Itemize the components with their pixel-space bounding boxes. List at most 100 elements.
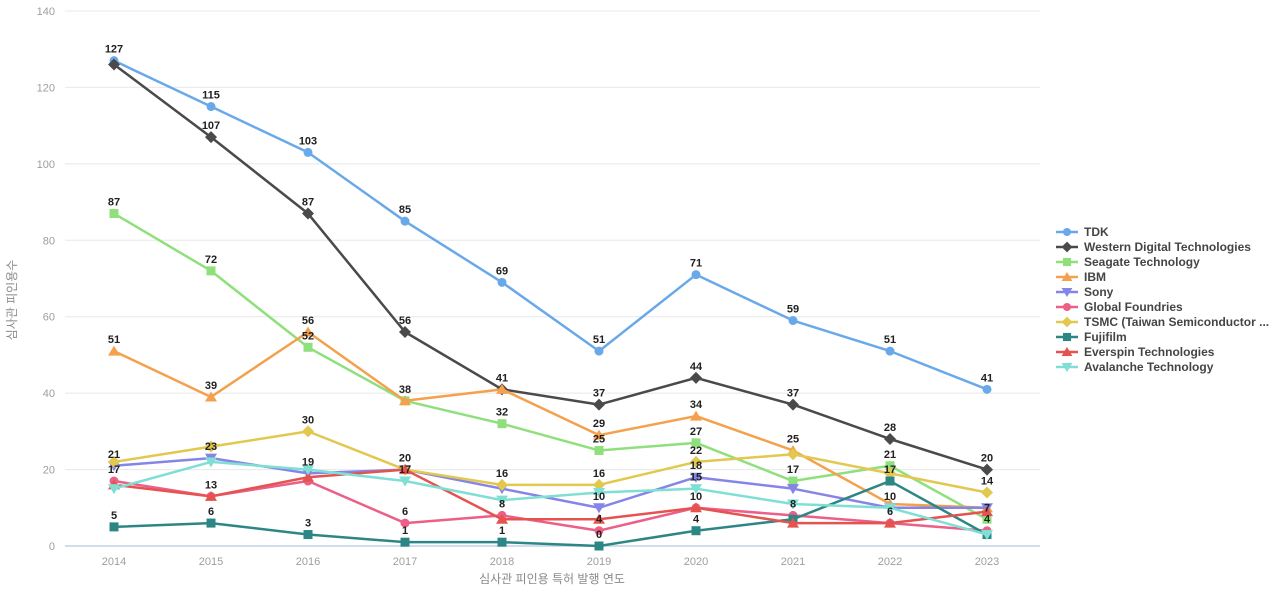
data-point-marker[interactable]: [884, 467, 896, 480]
data-point-marker[interactable]: [593, 398, 605, 411]
data-point-marker[interactable]: [205, 391, 217, 402]
data-point-marker[interactable]: [1062, 332, 1072, 341]
data-point-marker[interactable]: [690, 371, 702, 384]
data-point-marker[interactable]: [206, 266, 216, 276]
data-point-marker[interactable]: [593, 513, 605, 524]
data-point-marker[interactable]: [206, 518, 216, 528]
legend-item-ibm[interactable]: IBM: [1056, 269, 1269, 284]
data-label: 72: [205, 254, 217, 266]
data-point-marker[interactable]: [205, 490, 217, 501]
data-point-marker[interactable]: [788, 316, 798, 326]
data-point-marker[interactable]: [594, 541, 604, 551]
data-point-marker[interactable]: [691, 438, 701, 448]
data-point-marker[interactable]: [302, 207, 314, 220]
data-point-marker[interactable]: [496, 478, 508, 491]
data-point-marker[interactable]: [690, 484, 702, 495]
data-point-marker[interactable]: [884, 517, 896, 528]
data-point-marker[interactable]: [302, 471, 314, 482]
data-point-marker[interactable]: [593, 503, 605, 514]
data-point-marker[interactable]: [303, 342, 313, 352]
data-point-marker[interactable]: [982, 514, 992, 524]
data-point-marker[interactable]: [205, 457, 217, 468]
data-point-marker[interactable]: [302, 425, 314, 438]
data-point-marker[interactable]: [496, 513, 508, 524]
data-point-marker[interactable]: [302, 465, 314, 476]
data-point-marker[interactable]: [303, 530, 313, 540]
data-point-marker[interactable]: [400, 216, 410, 226]
x-tick-label: 2018: [490, 556, 514, 568]
data-point-marker[interactable]: [981, 506, 993, 517]
data-point-marker[interactable]: [690, 502, 702, 513]
data-point-marker[interactable]: [206, 102, 216, 112]
data-point-marker[interactable]: [496, 495, 508, 506]
data-point-marker[interactable]: [690, 472, 702, 483]
data-point-marker[interactable]: [1061, 362, 1073, 372]
data-point-marker[interactable]: [982, 384, 992, 394]
data-point-marker[interactable]: [400, 518, 410, 528]
data-point-marker[interactable]: [690, 455, 702, 468]
legend-item-global-foundries[interactable]: Global Foundries: [1056, 299, 1269, 314]
data-point-marker[interactable]: [691, 270, 701, 280]
data-point-marker[interactable]: [496, 383, 508, 394]
data-label: 4: [596, 514, 603, 526]
data-point-marker[interactable]: [885, 346, 895, 356]
data-point-marker[interactable]: [1061, 271, 1073, 281]
data-point-marker[interactable]: [399, 395, 411, 406]
data-point-marker[interactable]: [981, 463, 993, 476]
data-point-marker[interactable]: [594, 346, 604, 356]
data-point-marker[interactable]: [400, 537, 410, 547]
data-point-marker[interactable]: [787, 484, 799, 495]
legend-item-tsmc-taiwan-semiconductor[interactable]: TSMC (Taiwan Semiconductor ...: [1056, 314, 1269, 329]
data-point-marker[interactable]: [884, 433, 896, 445]
data-point-marker[interactable]: [593, 429, 605, 440]
data-point-marker[interactable]: [108, 58, 120, 71]
data-point-marker[interactable]: [593, 488, 605, 498]
data-point-marker[interactable]: [1062, 257, 1072, 266]
data-point-marker[interactable]: [497, 277, 507, 287]
data-point-marker[interactable]: [691, 526, 701, 536]
data-point-marker[interactable]: [981, 486, 993, 499]
data-point-marker[interactable]: [109, 209, 119, 219]
data-point-marker[interactable]: [885, 476, 895, 486]
data-point-marker[interactable]: [1061, 287, 1073, 297]
legend-item-western-digital-technologies[interactable]: Western Digital Technologies: [1056, 239, 1269, 254]
data-label: 56: [399, 315, 411, 327]
data-point-marker[interactable]: [1061, 346, 1073, 356]
data-point-marker[interactable]: [787, 448, 799, 461]
data-point-marker[interactable]: [690, 410, 702, 421]
legend-item-everspin-technologies[interactable]: Everspin Technologies: [1056, 344, 1269, 359]
data-point-marker[interactable]: [399, 476, 411, 487]
data-point-marker[interactable]: [594, 526, 604, 536]
data-point-marker[interactable]: [1061, 316, 1073, 327]
data-point-marker[interactable]: [399, 464, 411, 475]
data-point-marker[interactable]: [303, 147, 313, 157]
data-point-marker[interactable]: [108, 484, 120, 495]
data-point-marker[interactable]: [884, 503, 896, 514]
legend-item-avalanche-technology[interactable]: Avalanche Technology: [1056, 359, 1269, 374]
data-point-marker[interactable]: [981, 530, 993, 541]
data-point-marker[interactable]: [205, 440, 217, 453]
data-point-marker[interactable]: [1062, 302, 1072, 311]
data-point-marker[interactable]: [593, 478, 605, 491]
data-point-marker[interactable]: [497, 537, 507, 547]
data-point-marker[interactable]: [594, 445, 604, 455]
data-point-marker[interactable]: [108, 345, 120, 356]
legend-item-sony[interactable]: Sony: [1056, 284, 1269, 299]
data-point-marker[interactable]: [497, 419, 507, 429]
data-point-marker[interactable]: [885, 461, 895, 471]
data-point-marker[interactable]: [1062, 227, 1072, 236]
data-point-marker[interactable]: [205, 131, 217, 144]
legend-item-seagate-technology[interactable]: Seagate Technology: [1056, 254, 1269, 269]
data-point-marker[interactable]: [108, 455, 120, 468]
data-point-marker[interactable]: [109, 522, 119, 532]
legend-item-tdk[interactable]: TDK: [1056, 224, 1269, 239]
data-point-marker[interactable]: [787, 499, 799, 510]
data-point-marker[interactable]: [788, 476, 798, 486]
data-point-marker[interactable]: [787, 517, 799, 528]
data-point-marker[interactable]: [302, 326, 314, 337]
legend-item-fujifilm[interactable]: Fujifilm: [1056, 329, 1269, 344]
data-point-marker[interactable]: [1061, 241, 1073, 252]
data-point-marker[interactable]: [399, 326, 411, 338]
data-point-marker[interactable]: [787, 398, 799, 411]
